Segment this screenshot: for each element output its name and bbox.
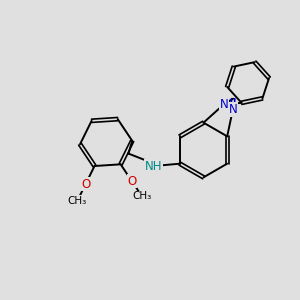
Text: N: N bbox=[229, 103, 237, 116]
Text: NH: NH bbox=[145, 160, 162, 172]
Text: N: N bbox=[219, 98, 228, 111]
Text: CH₃: CH₃ bbox=[68, 196, 87, 206]
Text: O: O bbox=[81, 178, 90, 190]
Text: CH₃: CH₃ bbox=[133, 191, 152, 202]
Text: O: O bbox=[127, 175, 136, 188]
